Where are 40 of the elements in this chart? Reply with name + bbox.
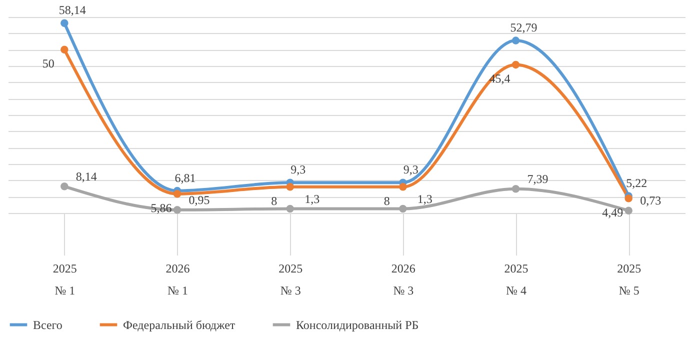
data-label: 1,3: [417, 192, 432, 206]
point: [399, 183, 407, 191]
data-label: 6,81: [174, 170, 196, 185]
point: [173, 190, 182, 198]
point: [60, 182, 68, 190]
data-label: 8: [384, 194, 390, 208]
data-label: 9,3: [403, 162, 418, 177]
data-label: 8,14: [76, 169, 97, 184]
data-label: 5,86: [150, 200, 172, 215]
x-tick-label: 2025 № 4: [504, 262, 528, 298]
point: [60, 19, 68, 27]
data-label: 4,49: [602, 205, 624, 220]
data-label: 1,3: [304, 192, 320, 206]
data-label: 0,95: [188, 192, 210, 207]
data-label: 52,79: [510, 20, 538, 35]
data-label: 50: [42, 56, 54, 71]
x-tick-label: 2026 № 3: [391, 262, 416, 298]
point: [173, 206, 182, 214]
x-tick-label: 2025 № 3: [278, 262, 303, 298]
x-tick-label: 2025 № 1: [52, 262, 77, 298]
data-label: 9,3: [290, 162, 306, 177]
point: [286, 204, 294, 213]
legend-label: Федеральный бюджет: [123, 318, 236, 332]
data-label: 0,73: [640, 194, 662, 208]
data-label: 58,14: [58, 3, 86, 18]
legend-label: Консолидированный РБ: [296, 318, 419, 332]
point: [60, 46, 68, 54]
point: [624, 206, 632, 214]
point: [624, 194, 632, 202]
x-tick-label: 2026 № 1: [166, 262, 190, 298]
data-label: 5,22: [626, 176, 648, 190]
point: [512, 184, 520, 193]
point: [286, 183, 294, 191]
point: [512, 60, 520, 69]
x-tick-label: 2025 № 5: [617, 262, 642, 298]
data-label: 7,39: [527, 172, 548, 186]
point: [399, 204, 407, 213]
data-label: 8: [271, 194, 278, 208]
legend-label: Всего: [33, 318, 62, 332]
point: [512, 36, 520, 44]
